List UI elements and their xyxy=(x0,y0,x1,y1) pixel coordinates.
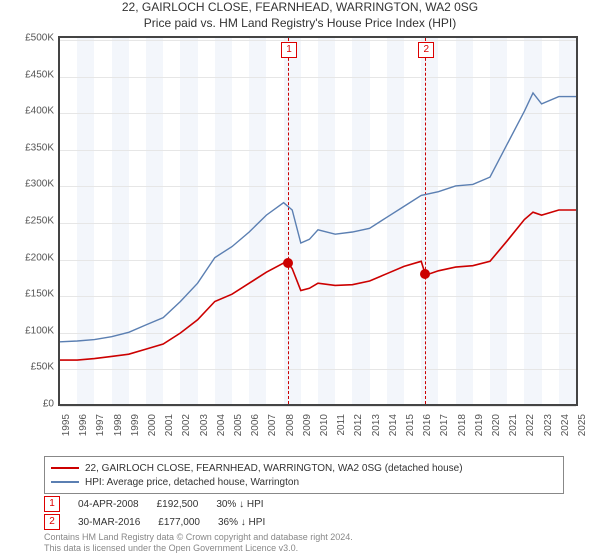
x-tick-label: 1997 xyxy=(95,414,106,436)
x-tick-label: 2006 xyxy=(250,414,261,436)
x-tick-label: 2001 xyxy=(164,414,175,436)
plot-area: 12 xyxy=(58,36,578,406)
y-axis-labels: £0£50K£100K£150K£200K£250K£300K£350K£400… xyxy=(12,36,58,406)
sale-delta-1: 30% ↓ HPI xyxy=(216,499,263,510)
x-tick-label: 2020 xyxy=(491,414,502,436)
sale-marker xyxy=(420,269,430,279)
y-tick-label: £250K xyxy=(25,216,54,227)
x-tick-label: 1995 xyxy=(61,414,72,436)
chart-container: 22, GAIRLOCH CLOSE, FEARNHEAD, WARRINGTO… xyxy=(0,0,600,560)
x-tick-label: 2021 xyxy=(508,414,519,436)
y-tick-label: £450K xyxy=(25,69,54,80)
sale-date-2: 30-MAR-2016 xyxy=(78,517,140,528)
legend-swatch xyxy=(51,481,79,483)
x-tick-label: 1999 xyxy=(130,414,141,436)
x-axis-labels: 1995 1996 1997 1998 1999 2000 2001 2002 2003 2004… xyxy=(58,410,578,446)
y-tick-label: £300K xyxy=(25,179,54,190)
sale-delta-2: 36% ↓ HPI xyxy=(218,517,265,528)
legend-row: HPI: Average price, detached house, Warr… xyxy=(51,475,557,489)
x-tick-label: 2009 xyxy=(302,414,313,436)
y-tick-label: £100K xyxy=(25,325,54,336)
x-tick-label: 2007 xyxy=(267,414,278,436)
x-tick-label: 2025 xyxy=(577,414,588,436)
x-tick-label: 2012 xyxy=(353,414,364,436)
x-tick-label: 1996 xyxy=(78,414,89,436)
x-tick-label: 2014 xyxy=(388,414,399,436)
x-tick-label: 2023 xyxy=(543,414,554,436)
x-tick-label: 2002 xyxy=(181,414,192,436)
sale-price-2: £177,000 xyxy=(158,517,200,528)
gridline-h xyxy=(60,406,576,407)
x-tick-label: 2005 xyxy=(233,414,244,436)
series-layer xyxy=(60,38,576,404)
sale-index-box-1: 1 xyxy=(44,496,60,512)
legend: 22, GAIRLOCH CLOSE, FEARNHEAD, WARRINGTO… xyxy=(44,456,564,494)
page-subtitle: Price paid vs. HM Land Registry's House … xyxy=(0,16,600,30)
sales-row-2: 2 30-MAR-2016 £177,000 36% ↓ HPI xyxy=(44,514,564,530)
series-hpi xyxy=(60,93,576,342)
y-tick-label: £200K xyxy=(25,252,54,263)
sale-price-1: £192,500 xyxy=(157,499,199,510)
legend-swatch xyxy=(51,467,79,469)
sale-date-1: 04-APR-2008 xyxy=(78,499,139,510)
x-tick-label: 2018 xyxy=(457,414,468,436)
x-tick-label: 2000 xyxy=(147,414,158,436)
legend-label: 22, GAIRLOCH CLOSE, FEARNHEAD, WARRINGTO… xyxy=(85,463,463,474)
y-tick-label: £0 xyxy=(43,399,54,410)
sale-annot-box: 1 xyxy=(281,42,297,58)
x-tick-label: 2013 xyxy=(371,414,382,436)
x-tick-label: 1998 xyxy=(113,414,124,436)
footnote-line-2: This data is licensed under the Open Gov… xyxy=(44,543,298,553)
x-tick-label: 2022 xyxy=(525,414,536,436)
legend-row: 22, GAIRLOCH CLOSE, FEARNHEAD, WARRINGTO… xyxy=(51,461,557,475)
page-title: 22, GAIRLOCH CLOSE, FEARNHEAD, WARRINGTO… xyxy=(0,0,600,14)
x-tick-label: 2003 xyxy=(199,414,210,436)
x-tick-label: 2008 xyxy=(285,414,296,436)
legend-label: HPI: Average price, detached house, Warr… xyxy=(85,477,299,488)
footnote: Contains HM Land Registry data © Crown c… xyxy=(44,532,564,554)
x-tick-label: 2004 xyxy=(216,414,227,436)
y-tick-label: £150K xyxy=(25,289,54,300)
sale-annot-box: 2 xyxy=(418,42,434,58)
footnote-line-1: Contains HM Land Registry data © Crown c… xyxy=(44,532,353,542)
y-tick-label: £400K xyxy=(25,106,54,117)
x-tick-label: 2016 xyxy=(422,414,433,436)
chart: £0 £50K £100K £150K £200K £250K £300K £350K £400… xyxy=(12,36,588,446)
series-property xyxy=(60,210,576,360)
y-tick-label: £50K xyxy=(31,362,54,373)
x-tick-label: 2024 xyxy=(560,414,571,436)
sale-index-box-2: 2 xyxy=(44,514,60,530)
x-tick-label: 2019 xyxy=(474,414,485,436)
x-tick-label: 2017 xyxy=(439,414,450,436)
y-tick-label: £500K xyxy=(25,33,54,44)
y-tick-label: £350K xyxy=(25,142,54,153)
sale-marker xyxy=(283,258,293,268)
x-tick-label: 2010 xyxy=(319,414,330,436)
sales-row-1: 1 04-APR-2008 £192,500 30% ↓ HPI xyxy=(44,496,564,512)
x-tick-label: 2015 xyxy=(405,414,416,436)
x-tick-label: 2011 xyxy=(336,414,347,436)
